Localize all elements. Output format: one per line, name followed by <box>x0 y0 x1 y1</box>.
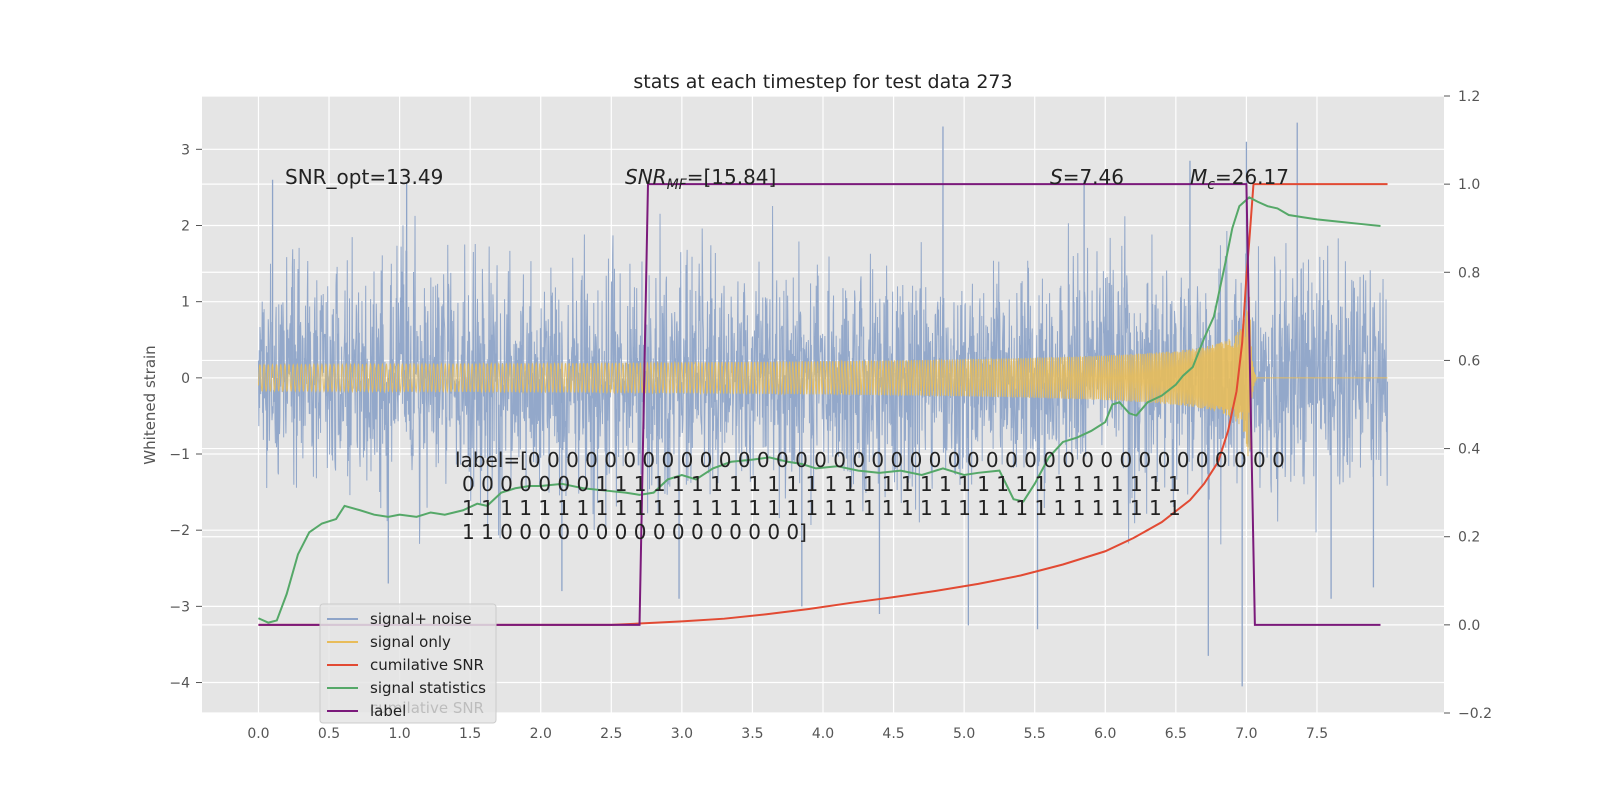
x-axis-ticks: 0.0 0.5 1.0 1.5 2.0 2.5 3.0 3.5 4.0 4.5 5.0 5.5 6.0 6… <box>247 726 1328 742</box>
x-tick-label: 1.0 <box>388 726 410 742</box>
y-axis-right-ticks: −0.2 0.0 0.2 0.4 0.6 0.8 1.0 1.2 <box>1444 89 1492 722</box>
x-tick-label: 5.5 <box>1024 726 1046 742</box>
label-array-line: 1 1 0 0 0 0 0 0 0 0 0 0 0 0 0 0 0 0] <box>462 520 807 544</box>
legend-label: signal+ noise <box>370 610 472 628</box>
label-array-line: 1 1 1 1 1 1 1 1 1 1 1 1 1 1 1 1 1 1 1 1 … <box>462 496 1181 520</box>
y-tick-label-left: 3 <box>181 142 190 158</box>
x-tick-label: 4.0 <box>812 726 834 742</box>
chart-title: stats at each timestep for test data 273 <box>633 71 1012 93</box>
y-tick-label-right: 0.6 <box>1458 353 1480 369</box>
right-axis-series <box>258 183 1388 626</box>
y-tick-label-right: 1.2 <box>1458 89 1480 105</box>
x-tick-label: 6.5 <box>1165 726 1187 742</box>
legend-box <box>319 603 497 724</box>
y-tick-label-left: 0 <box>181 371 190 387</box>
y-tick-label-right: −0.2 <box>1458 706 1492 722</box>
x-tick-label: 3.0 <box>671 726 693 742</box>
y-axis-left-ticks: −4 −3 −2 −1 0 1 2 3 <box>169 142 202 692</box>
x-tick-label: 2.0 <box>530 726 552 742</box>
series-signal-noise <box>257 122 1389 687</box>
y-tick-label-left: 2 <box>181 218 190 234</box>
x-tick-label: 5.0 <box>953 726 975 742</box>
x-tick-label: 6.0 <box>1094 726 1116 742</box>
y-tick-label-left: −3 <box>169 599 190 615</box>
annotation-label-array: label=[0 0 0 0 0 0 0 0 0 0 0 0 0 0 0 0 0… <box>455 448 1285 544</box>
legend-items: signal+ noise signal only cumilative SNR si… <box>327 610 486 720</box>
annotation-snr-opt: SNR_opt=13.49 <box>285 165 443 189</box>
x-tick-label: 4.5 <box>882 726 904 742</box>
series-label-line <box>258 183 1381 626</box>
annotation-chirp-mass: Mc=26.17 <box>1190 165 1289 193</box>
series-signal-only <box>257 296 1388 457</box>
legend-label: signal only <box>370 633 451 651</box>
y-tick-label-left: −4 <box>169 676 190 692</box>
x-tick-label: 3.5 <box>741 726 763 742</box>
annotation-snr-mf: SNRMF=[15.84] <box>625 165 776 193</box>
signal-only-line <box>257 296 1388 457</box>
legend-label: signal statistics <box>370 679 486 697</box>
y-axis-label: Whitened strain <box>141 345 159 464</box>
legend-label: cumilative SNR <box>370 656 484 674</box>
label-array-line: 0 0 0 0 0 0 0 1 1 1 1 1 1 1 1 1 1 1 1 1 … <box>462 472 1181 496</box>
label-array-line: label=[0 0 0 0 0 0 0 0 0 0 0 0 0 0 0 0 0… <box>455 448 1285 472</box>
x-tick-label: 2.5 <box>600 726 622 742</box>
x-tick-label: 7.0 <box>1235 726 1257 742</box>
y-tick-label-right: 0.2 <box>1458 530 1480 546</box>
y-tick-label-left: −2 <box>169 523 190 539</box>
legend-ghost-text: cumilative SNR <box>370 699 484 717</box>
x-tick-label: 1.5 <box>459 726 481 742</box>
y-tick-label-right: 1.0 <box>1458 177 1480 193</box>
x-tick-label: 0.0 <box>247 726 269 742</box>
x-tick-label: 7.5 <box>1306 726 1328 742</box>
annotation-s-stat: S=7.46 <box>1050 165 1124 189</box>
y-tick-label-right: 0.4 <box>1458 442 1480 458</box>
x-tick-label: 0.5 <box>318 726 340 742</box>
y-tick-label-left: 1 <box>181 295 190 311</box>
y-tick-label-right: 0.0 <box>1458 618 1480 634</box>
y-tick-label-left: −1 <box>169 447 190 463</box>
series-signal-statistics-line <box>258 196 1381 624</box>
legend: cumilative SNR signal+ noise signal only c… <box>319 603 497 724</box>
y-tick-label-right: 0.8 <box>1458 265 1480 281</box>
legend-label: label <box>370 702 406 720</box>
